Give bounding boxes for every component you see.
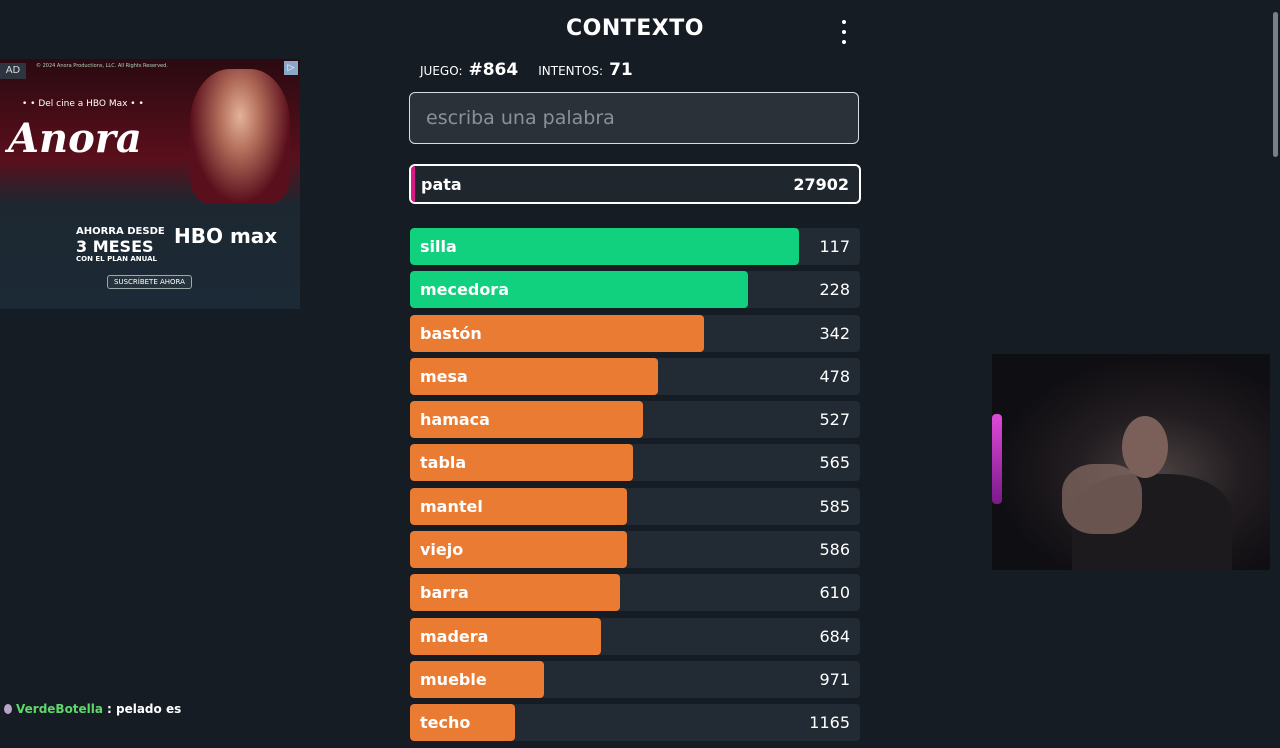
guess-row: mantel 585 — [410, 487, 860, 525]
ad-promo-line1: AHORRA DESDE — [76, 226, 165, 237]
webcam-overlay — [992, 354, 1280, 570]
guess-similarity-bar — [410, 487, 627, 525]
guess-similarity-bar — [410, 271, 749, 309]
guess-word: techo — [420, 713, 471, 733]
guess-rank: 684 — [819, 626, 850, 646]
page-title: CONTEXTO — [566, 16, 704, 41]
guess-rank: 565 — [819, 453, 850, 473]
guess-word: hamaca — [420, 410, 490, 430]
current-guess-rank: 27902 — [793, 174, 849, 194]
hbo-max-logo: HBO max — [174, 224, 278, 248]
guess-word: mantel — [420, 496, 483, 516]
guess-row: mesa 478 — [410, 357, 860, 395]
guess-row: techo 1165 — [410, 704, 860, 742]
ad-brand-title: Anora — [8, 115, 142, 162]
game-number: #864 — [468, 60, 519, 80]
word-input[interactable] — [409, 92, 859, 144]
guess-row: bastón 342 — [410, 314, 860, 352]
chat-text: : pelado es — [107, 702, 182, 716]
guess-word: tabla — [420, 453, 467, 473]
guess-rank: 1165 — [809, 713, 850, 733]
guess-similarity-bar — [410, 444, 633, 482]
ad-promo-line2: 3 MESES — [76, 237, 154, 256]
guess-word: mesa — [420, 366, 468, 386]
chat-badge-icon — [4, 704, 12, 714]
attempts-count: 71 — [609, 60, 633, 80]
ad-subscribe-button[interactable]: SUSCRÍBETE AHORA — [107, 275, 192, 289]
guess-similarity-bar — [410, 314, 704, 352]
guess-rank: 586 — [819, 540, 850, 560]
guess-rank: 117 — [819, 237, 850, 256]
guess-word: madera — [420, 626, 489, 646]
guess-similarity-bar — [410, 401, 644, 439]
guess-similarity-bar — [410, 574, 621, 612]
guess-word: mueble — [420, 669, 487, 689]
guess-rank: 478 — [819, 366, 850, 386]
guess-word: bastón — [420, 323, 482, 343]
current-guess: pata 27902 — [409, 164, 861, 204]
guess-similarity-bar — [410, 531, 627, 569]
game-info: JUEGO: #864 INTENTOS: 71 — [420, 60, 633, 80]
guess-similarity-bar — [410, 357, 658, 395]
chat-username: VerdeBotella — [16, 702, 104, 716]
guess-row: silla 117 — [410, 228, 860, 265]
menu-icon[interactable] — [836, 20, 852, 44]
guess-word: mecedora — [420, 280, 509, 300]
guess-row: viejo 586 — [410, 531, 860, 569]
guess-rank: 228 — [819, 280, 850, 300]
guess-similarity-bar — [410, 228, 800, 265]
guess-word: viejo — [420, 540, 464, 560]
chat-message: VerdeBotella : pelado es — [4, 702, 181, 716]
guess-rank: 342 — [819, 323, 850, 343]
guess-rank: 610 — [819, 583, 850, 603]
current-guess-word: pata — [421, 174, 462, 194]
guess-list: silla 117 mecedora 228 bastón 342 mesa 478 hamac… — [410, 228, 860, 748]
guess-row: tabla 565 — [410, 444, 860, 482]
guess-rank: 585 — [819, 496, 850, 516]
scrollbar[interactable] — [1270, 0, 1280, 720]
ad-choices-icon[interactable]: ▷ — [284, 61, 298, 75]
guess-similarity-bar — [410, 660, 545, 698]
guess-rank: 527 — [819, 410, 850, 430]
guess-similarity-bar — [410, 617, 602, 655]
scrollbar-thumb[interactable] — [1273, 12, 1278, 157]
ad-promo-line3: CON EL PLAN ANUAL — [76, 255, 157, 263]
guess-word: barra — [420, 583, 469, 603]
guess-rank: 971 — [819, 669, 850, 689]
guess-row: hamaca 527 — [410, 401, 860, 439]
ad-banner[interactable]: © 2024 Anora Productions, LLC. All Right… — [0, 59, 300, 309]
game-label: JUEGO: — [420, 64, 463, 78]
current-guess-accent — [411, 166, 415, 202]
ad-tagline: • • Del cine a HBO Max • • — [22, 99, 144, 109]
ad-badge: AD — [0, 63, 26, 79]
guess-row: mecedora 228 — [410, 271, 860, 309]
ad-figure-image — [190, 69, 290, 204]
ad-copyright: © 2024 Anora Productions, LLC. All Right… — [36, 63, 168, 69]
guess-row: barra 610 — [410, 574, 860, 612]
guess-row: mueble 971 — [410, 660, 860, 698]
attempts-label: INTENTOS: — [538, 64, 604, 78]
guess-word: silla — [420, 237, 457, 256]
guess-row: madera 684 — [410, 617, 860, 655]
